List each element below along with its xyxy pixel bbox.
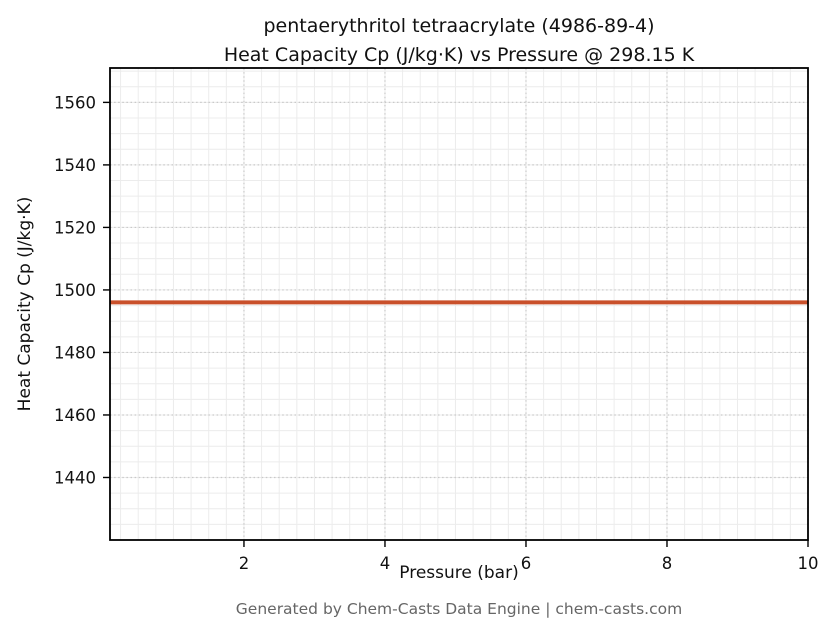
svg-text:8: 8	[662, 554, 673, 573]
svg-text:6: 6	[521, 554, 532, 573]
y-axis-label: Heat Capacity Cp (J/kg·K)	[15, 196, 35, 412]
chart-title-line1: pentaerythritol tetraacrylate (4986-89-4…	[263, 15, 655, 37]
axes-border	[109, 67, 809, 541]
svg-text:1440: 1440	[54, 468, 96, 487]
svg-text:1540: 1540	[54, 156, 96, 175]
chart-title-line2: Heat Capacity Cp (J/kg·K) vs Pressure @ …	[223, 43, 695, 66]
svg-text:1480: 1480	[54, 343, 96, 362]
x-axis-label: Pressure (bar)	[399, 563, 519, 583]
svg-text:2: 2	[239, 554, 250, 573]
svg-text:1460: 1460	[54, 406, 96, 425]
svg-text:1500: 1500	[54, 281, 96, 300]
svg-text:10: 10	[798, 554, 819, 573]
major-grid	[110, 68, 809, 540]
tick-marks	[103, 101, 809, 547]
svg-text:4: 4	[380, 554, 391, 573]
x-tick-labels: 2 4 6 8 10	[239, 554, 819, 573]
y-tick-labels: 1440 1460 1480 1500 1520 1540 1560	[54, 93, 96, 487]
svg-text:1560: 1560	[54, 93, 96, 112]
footer-attribution: Generated by Chem-Casts Data Engine | ch…	[235, 600, 683, 618]
chart-title: pentaerythritol tetraacrylate (4986-89-4…	[110, 12, 808, 69]
svg-text:1520: 1520	[54, 218, 96, 237]
